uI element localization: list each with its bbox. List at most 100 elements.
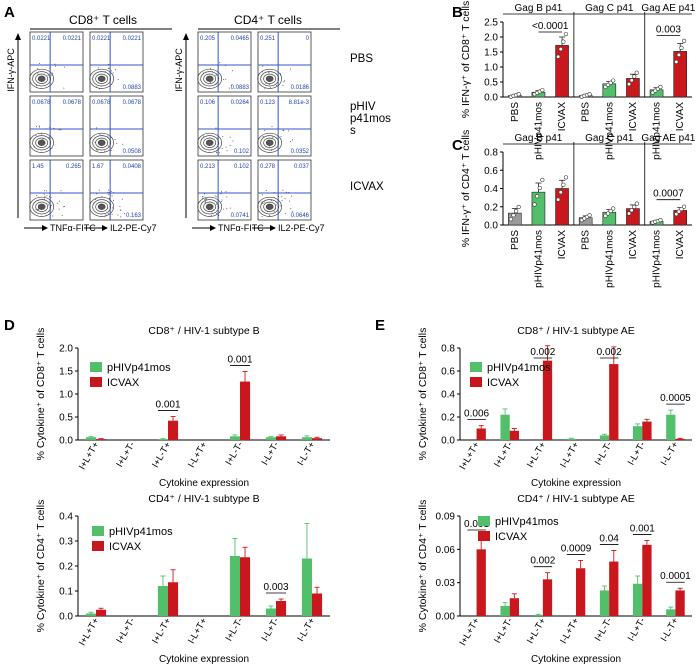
y-tick-label: 0.09 [436,512,456,523]
bar [312,438,323,440]
flow-plot: 0.205 0.0465 [197,31,252,93]
x-tick-label: I-L+T- [260,440,282,467]
bar [576,568,586,616]
quadrant-ur-value: 0 [306,36,310,42]
event-dot [232,140,234,142]
event-dot [49,67,51,69]
event-dot [271,150,273,152]
y-tick-label: 0.1 [59,587,73,598]
event-dot [261,201,263,203]
flow-plot: 0.0221 0.0221 0.0883 [89,31,144,93]
event-dot [229,136,231,138]
event-dot [269,87,271,89]
legend-label: ICVAX [487,377,520,389]
quadrant-ul-value: 0.0678 [32,100,51,106]
x-axis-label: TNFα-FITC [218,223,264,233]
event-dot [220,193,222,195]
data-point [674,211,679,217]
event-dot [287,130,289,132]
data-point [629,208,634,213]
quadrant-lr-value: 0.0352 [291,149,310,155]
x-tick-label: ICVAX [557,230,568,260]
event-dot [61,215,63,217]
event-dot [264,201,266,203]
flow-plot-frame [29,31,84,93]
y-tick-label: 0.03 [436,578,456,589]
event-dot [229,144,231,146]
y-tick-label: 1.5 [484,48,498,59]
bar [85,613,96,616]
data-point [563,175,569,180]
x-tick-label: pHIVp41mos [604,102,615,160]
x-axis-arrowhead [270,225,276,231]
y-tick-label: 0.0 [484,93,498,104]
event-dot [45,190,47,192]
event-dot [107,207,109,209]
bar [666,414,676,440]
bar [476,549,486,616]
event-dot [216,212,218,214]
data-point [681,204,687,209]
event-dot [40,133,42,135]
group-label: Gag AE p41 [641,133,695,144]
contour-ring [200,135,220,151]
event-dot [268,83,270,85]
x-tick-label: I+L-T- [593,440,615,467]
event-dot [203,135,205,137]
contour-ring [263,73,277,84]
event-dot [107,145,109,147]
y-tick-label: 0.8 [441,344,455,355]
quadrant-ul-value: 0.0221 [92,36,111,42]
contour-ring [95,73,109,84]
event-dot [206,198,208,200]
label-line: pHIV [350,101,376,113]
bar [240,381,251,440]
data-point [516,92,521,97]
event-dot [217,203,219,205]
contour-ring [205,139,214,146]
event-dot [96,193,98,195]
event-dot [101,85,103,87]
event-dot [269,209,271,211]
contour-ring [32,71,52,87]
event-dot [121,198,123,200]
bar [301,437,312,440]
x-tick-label: PBS [581,230,592,250]
event-dot [285,191,287,193]
flow-plot: 0.213 0.102 [197,159,252,221]
contour-ring [92,135,112,151]
event-dot [37,68,39,70]
event-dot [223,78,225,80]
contour-ring [265,75,274,82]
event-dot [271,126,273,128]
x-axis-arrowhead [42,225,48,231]
contour-ring [95,201,109,212]
y-axis-label: % IFN-γ⁺ of CD8⁺ T cells [460,1,472,118]
flow-plot: 0.0678 0.0678 [29,95,84,157]
event-dot [289,140,291,142]
event-dot [44,190,46,192]
event-dot [38,126,40,128]
contour-ring [197,196,223,217]
event-dot [48,204,50,206]
x-axis-label: IL2-PE-Cy7 [110,223,157,233]
event-dot [96,197,98,199]
quadrant-ul-value: 0.0678 [92,100,111,106]
bar [555,188,569,226]
data-point [537,185,542,191]
x-tick-label: ICVAX [675,102,686,132]
event-dot [120,216,122,218]
event-dot [107,63,109,65]
event-dot [110,190,112,192]
event-dot [217,144,219,146]
data-point [558,190,563,195]
event-dot [53,127,55,129]
bar [157,586,168,616]
event-dot [39,62,41,64]
bar [265,608,276,616]
event-dot [98,82,100,84]
bar [542,360,553,440]
event-dot [205,198,207,200]
data-point [516,204,521,210]
